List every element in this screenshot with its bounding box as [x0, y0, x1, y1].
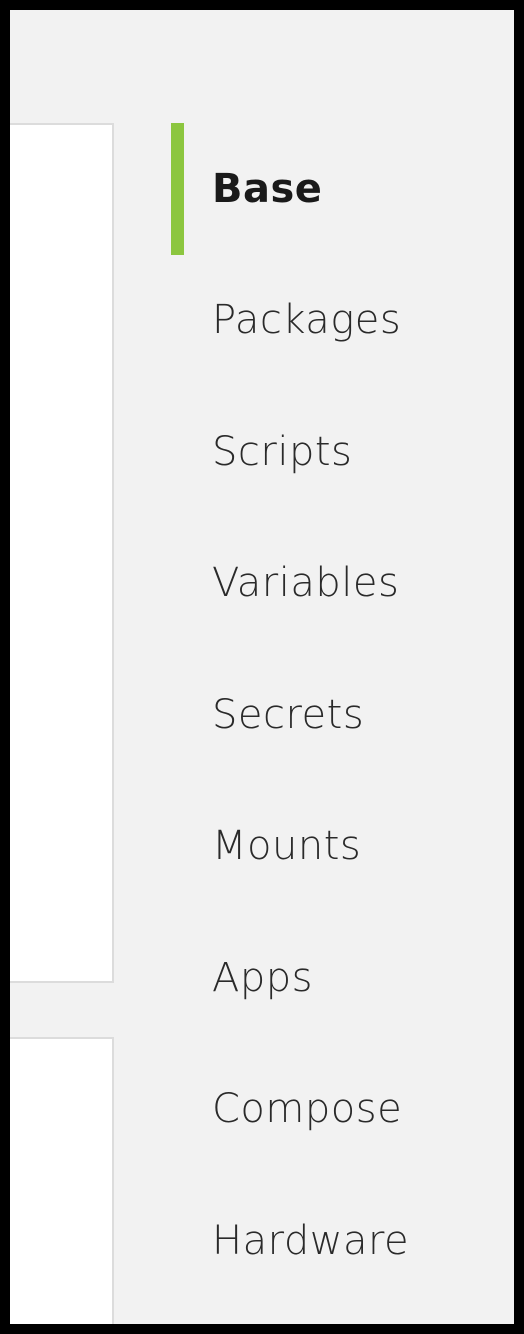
active-indicator — [171, 123, 184, 255]
app-viewport: Base Packages Scripts Variables Secrets … — [10, 10, 514, 1324]
nav-item-label: Compose — [212, 1086, 403, 1133]
nav-indicator — [171, 1175, 184, 1307]
nav-indicator — [171, 781, 184, 913]
nav-item-label: Base — [212, 165, 323, 212]
nav-indicator — [171, 386, 184, 518]
nav-indicator — [171, 649, 184, 781]
nav-item-label: Packages — [212, 297, 402, 344]
nav-item-label: Apps — [212, 954, 313, 1001]
nav-item-label: Hardware — [212, 1217, 410, 1264]
nav-item-variables[interactable]: Variables — [170, 518, 510, 650]
nav-item-apps[interactable]: Apps — [170, 912, 510, 1044]
nav-item-secrets[interactable]: Secrets — [170, 649, 510, 781]
nav-item-label: Mounts — [212, 823, 362, 870]
nav-item-compose[interactable]: Compose — [170, 1044, 510, 1176]
nav-indicator — [171, 255, 184, 387]
nav-indicator — [171, 518, 184, 650]
nav-indicator — [171, 912, 184, 1044]
nav-item-scripts[interactable]: Scripts — [170, 386, 510, 518]
content-card-packages — [10, 1037, 114, 1324]
nav-item-hardware[interactable]: Hardware — [170, 1175, 510, 1307]
nav-item-packages[interactable]: Packages — [170, 255, 510, 387]
content-card-base — [10, 123, 114, 983]
section-nav: Base Packages Scripts Variables Secrets … — [170, 123, 510, 1307]
nav-item-label: Secrets — [212, 691, 365, 738]
nav-item-label: Variables — [212, 560, 400, 607]
nav-item-mounts[interactable]: Mounts — [170, 781, 510, 913]
nav-item-base[interactable]: Base — [170, 123, 510, 255]
nav-item-label: Scripts — [212, 428, 353, 475]
nav-indicator — [171, 1044, 184, 1176]
